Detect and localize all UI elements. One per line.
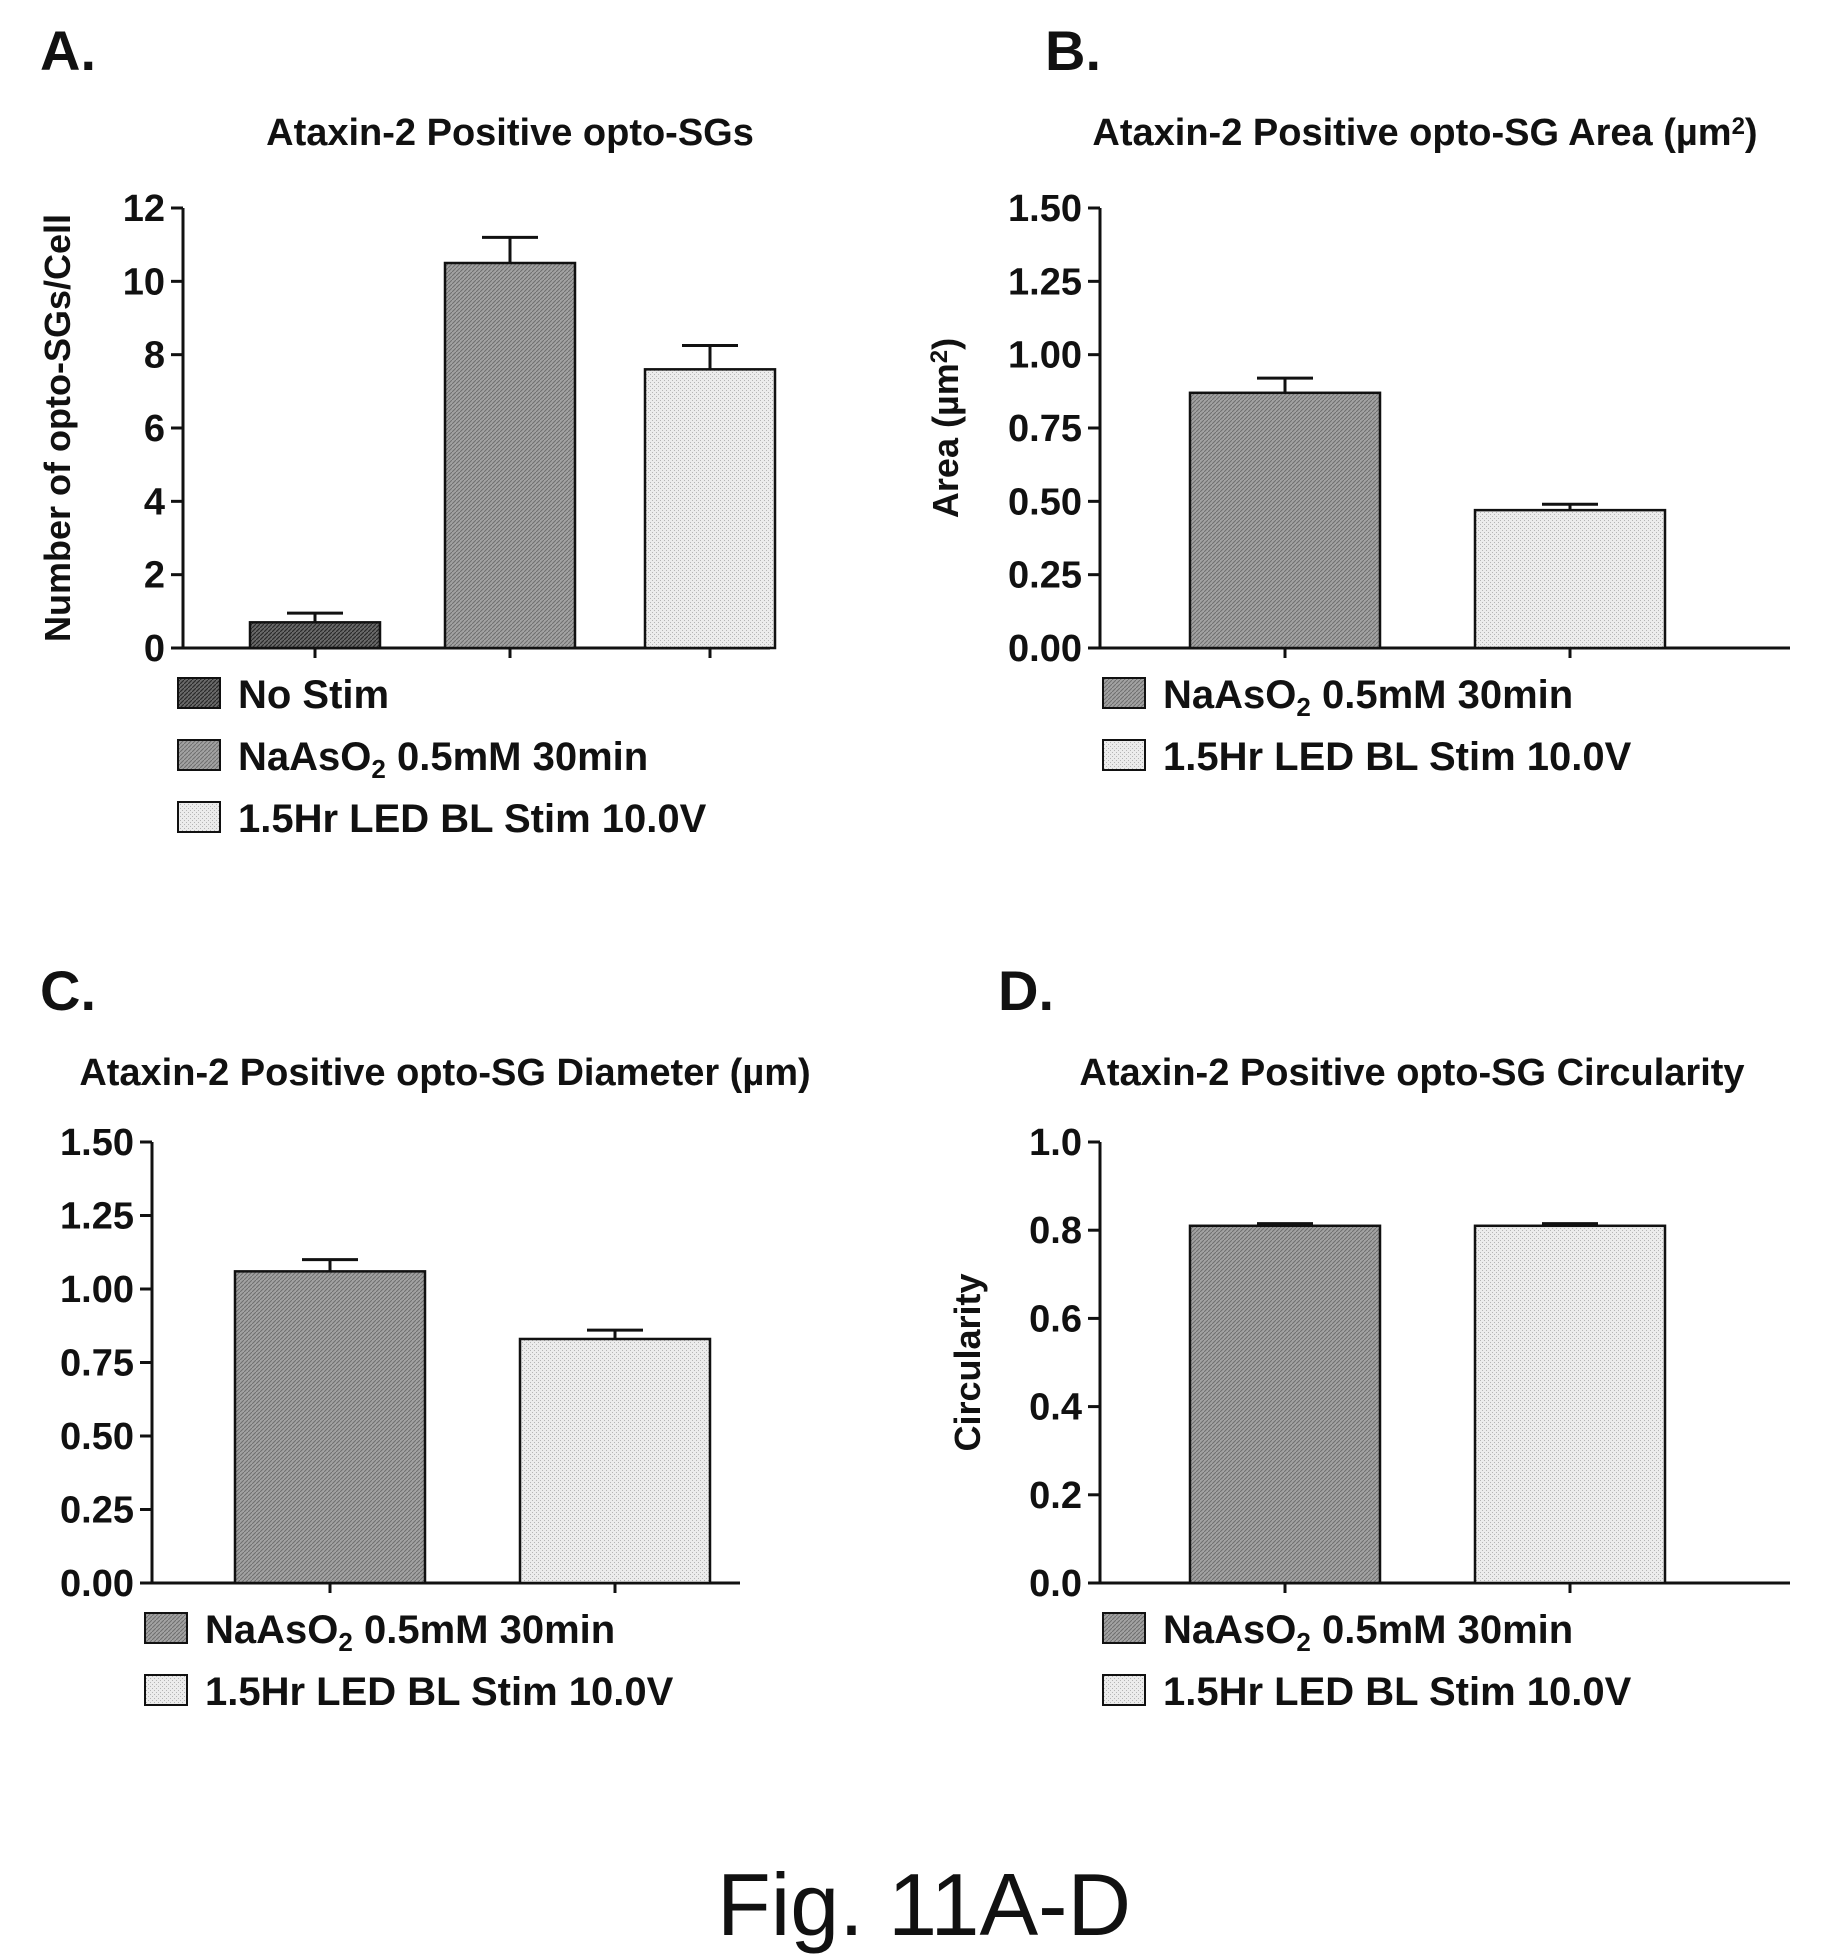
- bar-naaso2: [1188, 1224, 1382, 1585]
- chart-panel-b: B. Ataxin-2 Positive opto-SG Area (µm2) 0.…: [925, 19, 1790, 779]
- legend-label: 1.5Hr LED BL Stim 10.0V: [205, 1670, 674, 1714]
- y-tick-label: 0.00: [60, 1563, 134, 1605]
- legend-swatch-led: [1102, 1674, 1146, 1706]
- panel-letter: C.: [40, 959, 96, 1022]
- bar-naaso2: [1188, 391, 1382, 650]
- y-tick-label: 8: [144, 335, 165, 377]
- chart-panel-a: A. Ataxin-2 Positive opto-SGs 0 2 4 6 8 10 12 Num…: [37, 19, 777, 841]
- y-tick-label: 1.0: [1029, 1122, 1082, 1164]
- legend-label: NaAsO2 0.5mM 30min: [1163, 673, 1573, 722]
- legend-label: NaAsO2 0.5mM 30min: [238, 735, 648, 784]
- y-tick-label: 0.75: [1008, 408, 1082, 450]
- y-tick-label: 0.6: [1029, 1298, 1082, 1340]
- bar-no_stim: [248, 621, 382, 650]
- chart-title: Ataxin-2 Positive opto-SG Area (µm2): [1092, 112, 1757, 154]
- y-tick-label: 0.25: [60, 1490, 134, 1532]
- legend-label: NaAsO2 0.5mM 30min: [205, 1608, 615, 1657]
- panel-letter: B.: [1045, 19, 1101, 82]
- legend-swatch-naaso2: [1102, 677, 1146, 709]
- legend-swatch-led: [177, 801, 221, 833]
- chart-panel-d: D. Ataxin-2 Positive opto-SG Circularity 0…: [947, 959, 1790, 1714]
- bar-naaso2: [443, 261, 577, 650]
- y-tick-label: 1.50: [1008, 188, 1082, 230]
- y-tick-label: 12: [123, 188, 165, 230]
- y-tick-label: 0.75: [60, 1343, 134, 1385]
- y-tick-label: 0.0: [1029, 1563, 1082, 1605]
- legend-swatch-naaso2: [1102, 1612, 1146, 1644]
- y-axis-label: Area (µm2): [925, 338, 966, 518]
- y-tick-label: 6: [144, 408, 165, 450]
- legend-label: 1.5Hr LED BL Stim 10.0V: [1163, 735, 1632, 779]
- bar-led: [518, 1337, 712, 1585]
- bar-led: [1473, 1224, 1667, 1585]
- chart-title: Ataxin-2 Positive opto-SG Diameter (µm): [79, 1052, 810, 1094]
- panel-letter: A.: [40, 19, 96, 82]
- legend-swatch-no_stim: [177, 677, 221, 709]
- legend-label: No Stim: [238, 673, 389, 717]
- chart-panel-c: C. Ataxin-2 Positive opto-SG Diameter (µm…: [40, 959, 811, 1714]
- y-tick-label: 0.50: [60, 1416, 134, 1458]
- y-axis-label: Number of opto-SGs/Cell: [37, 214, 78, 642]
- chart-title: Ataxin-2 Positive opto-SGs: [266, 112, 754, 154]
- legend-swatch-led: [144, 1674, 188, 1706]
- y-tick-label: 0.25: [1008, 555, 1082, 597]
- y-tick-label: 4: [144, 481, 165, 523]
- y-tick-label: 10: [123, 261, 165, 303]
- y-axis-label: Circularity: [947, 1273, 988, 1451]
- y-tick-label: 1.25: [1008, 261, 1082, 303]
- chart-title: Ataxin-2 Positive opto-SG Circularity: [1079, 1052, 1744, 1094]
- bar-led: [643, 368, 777, 650]
- y-tick-label: 0.8: [1029, 1210, 1082, 1252]
- legend-label: 1.5Hr LED BL Stim 10.0V: [238, 797, 707, 841]
- legend-label: NaAsO2 0.5mM 30min: [1163, 1608, 1573, 1657]
- y-tick-label: 0.00: [1008, 628, 1082, 670]
- panel-letter: D.: [998, 959, 1054, 1022]
- y-tick-label: 2: [144, 555, 165, 597]
- legend-label: 1.5Hr LED BL Stim 10.0V: [1163, 1670, 1632, 1714]
- bar-led: [1473, 508, 1667, 650]
- y-tick-label: 1.25: [60, 1196, 134, 1238]
- y-tick-label: 1.00: [60, 1269, 134, 1311]
- legend-swatch-naaso2: [144, 1612, 188, 1644]
- legend-swatch-led: [1102, 739, 1146, 771]
- figure-caption: Fig. 11A-D: [717, 1855, 1131, 1954]
- y-tick-label: 0.4: [1029, 1387, 1082, 1429]
- y-tick-label: 1.50: [60, 1122, 134, 1164]
- y-tick-label: 0.2: [1029, 1475, 1082, 1517]
- y-tick-label: 1.00: [1008, 335, 1082, 377]
- y-tick-label: 0: [144, 628, 165, 670]
- y-tick-label: 0.50: [1008, 481, 1082, 523]
- legend-swatch-naaso2: [177, 739, 221, 771]
- bar-naaso2: [233, 1270, 427, 1585]
